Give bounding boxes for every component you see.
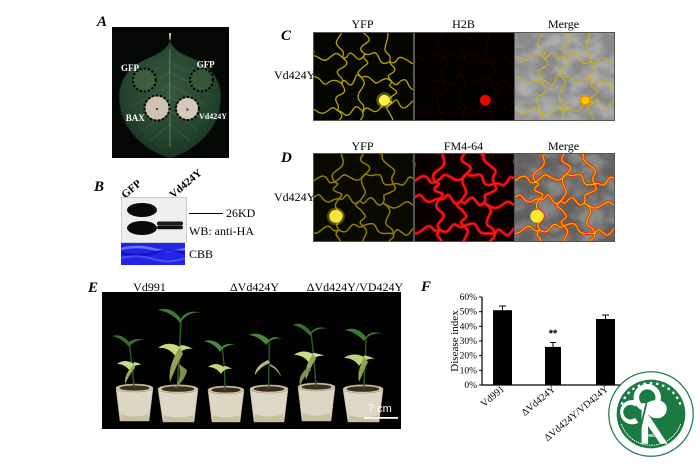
svg-text:30%: 30% (460, 337, 478, 347)
svg-text:**: ** (549, 328, 558, 340)
svg-text:GFP: GFP (121, 63, 139, 73)
svg-text:40%: 40% (460, 322, 478, 332)
svg-text:BAX: BAX (126, 113, 146, 123)
svg-text:1957: 1957 (646, 433, 657, 439)
svg-text:Vd991: Vd991 (479, 384, 507, 410)
svg-text:Vd424Y: Vd424Y (199, 112, 227, 121)
svg-text:20%: 20% (460, 352, 478, 362)
svg-text:10%: 10% (460, 366, 478, 376)
svg-text:0%: 0% (464, 381, 477, 391)
svg-text:7 cm: 7 cm (368, 403, 392, 415)
svg-text:60%: 60% (460, 293, 478, 303)
svg-text:GFP: GFP (197, 60, 215, 70)
svg-text:ΔVd424Y: ΔVd424Y (520, 384, 558, 419)
svg-text:50%: 50% (460, 308, 478, 318)
